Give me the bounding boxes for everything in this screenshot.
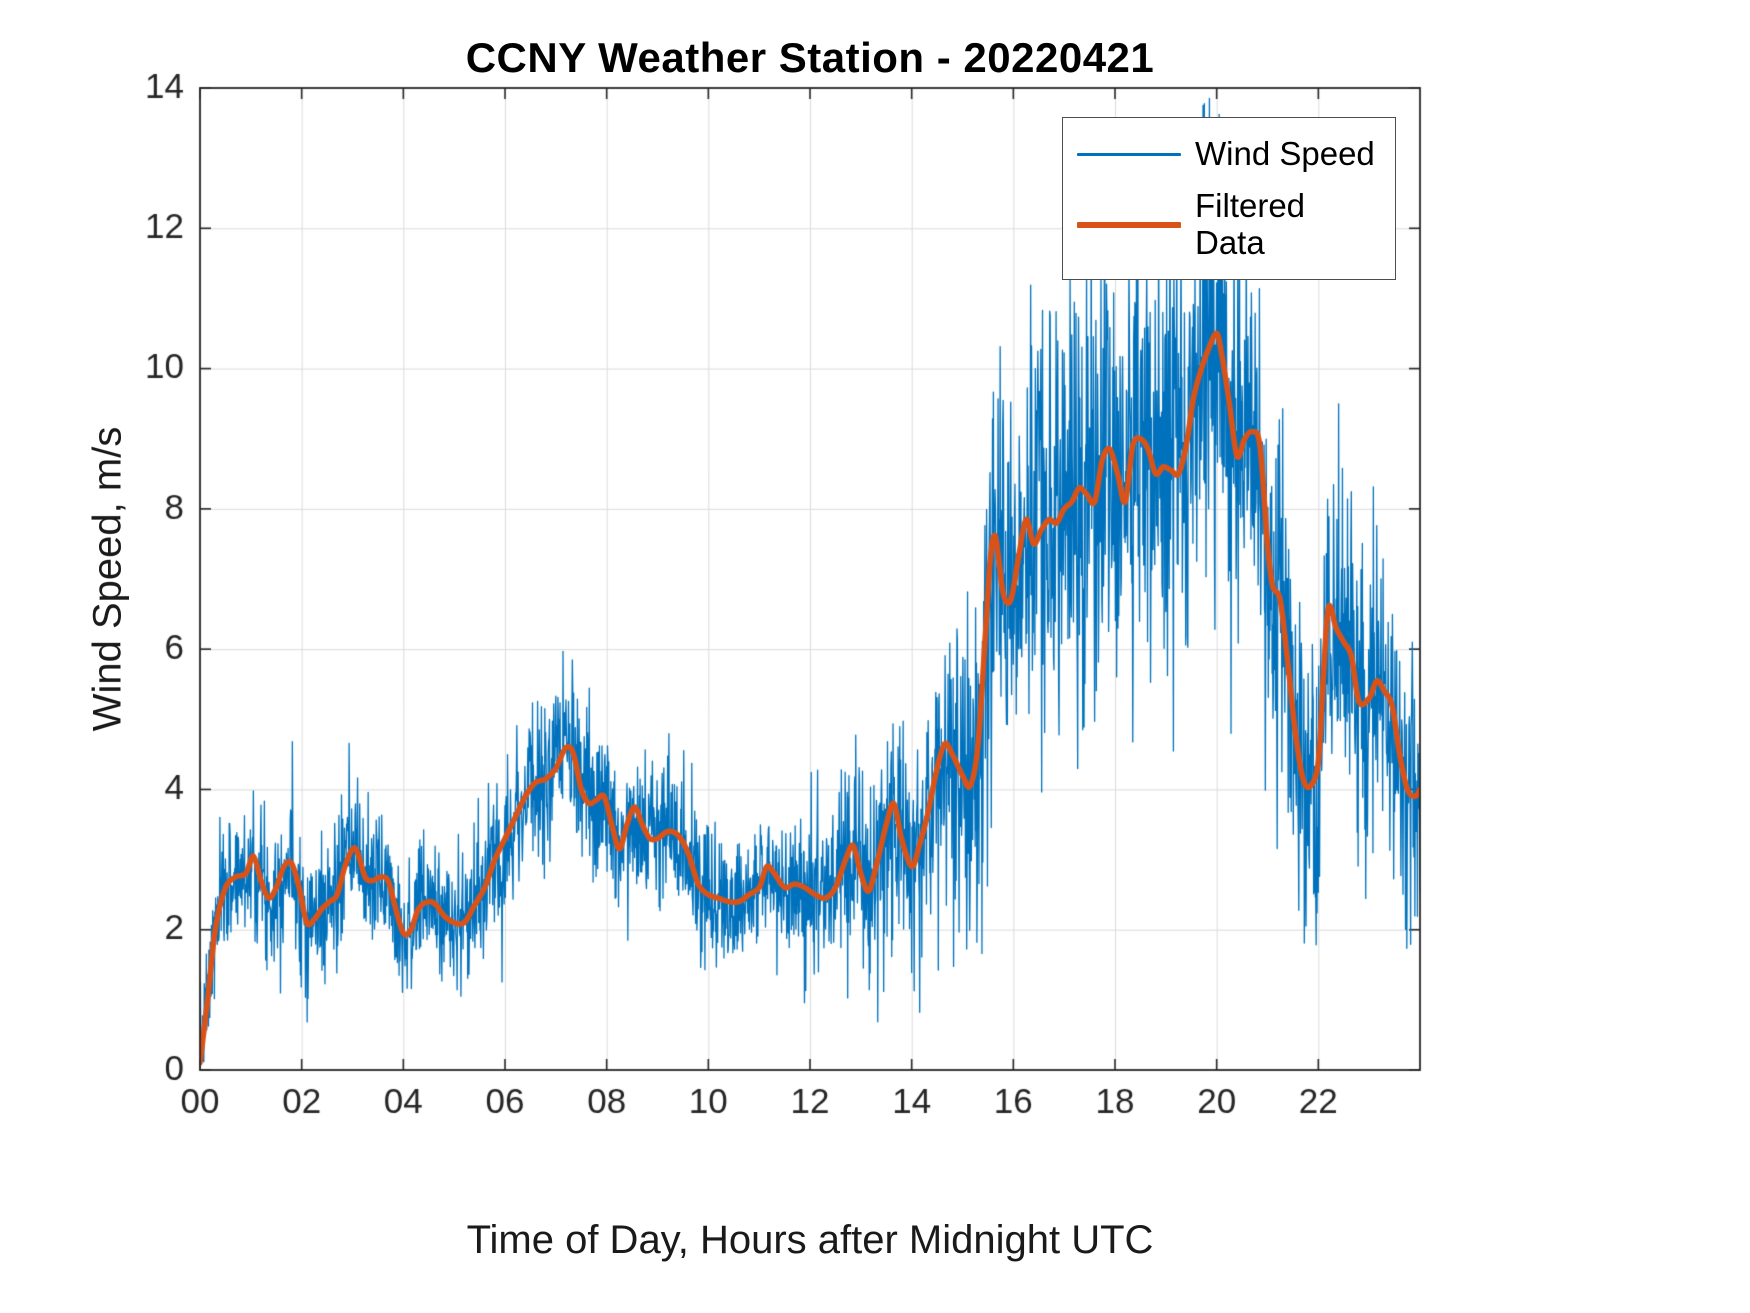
y-axis-label: Wind Speed, m/s xyxy=(85,426,130,732)
legend-label: Wind Speed xyxy=(1195,135,1375,172)
legend-item: Wind Speed xyxy=(1063,128,1395,180)
legend: Wind Speed Filtered Data xyxy=(1062,117,1396,280)
legend-item: Filtered Data xyxy=(1063,180,1395,269)
wind-speed-line-swatch xyxy=(1077,152,1181,156)
filtered-data-line-swatch xyxy=(1077,221,1181,228)
legend-label: Filtered Data xyxy=(1195,187,1306,261)
x-axis-label: Time of Day, Hours after Midnight UTC xyxy=(466,1218,1154,1262)
chart-title: CCNY Weather Station - 20220421 xyxy=(465,34,1155,81)
